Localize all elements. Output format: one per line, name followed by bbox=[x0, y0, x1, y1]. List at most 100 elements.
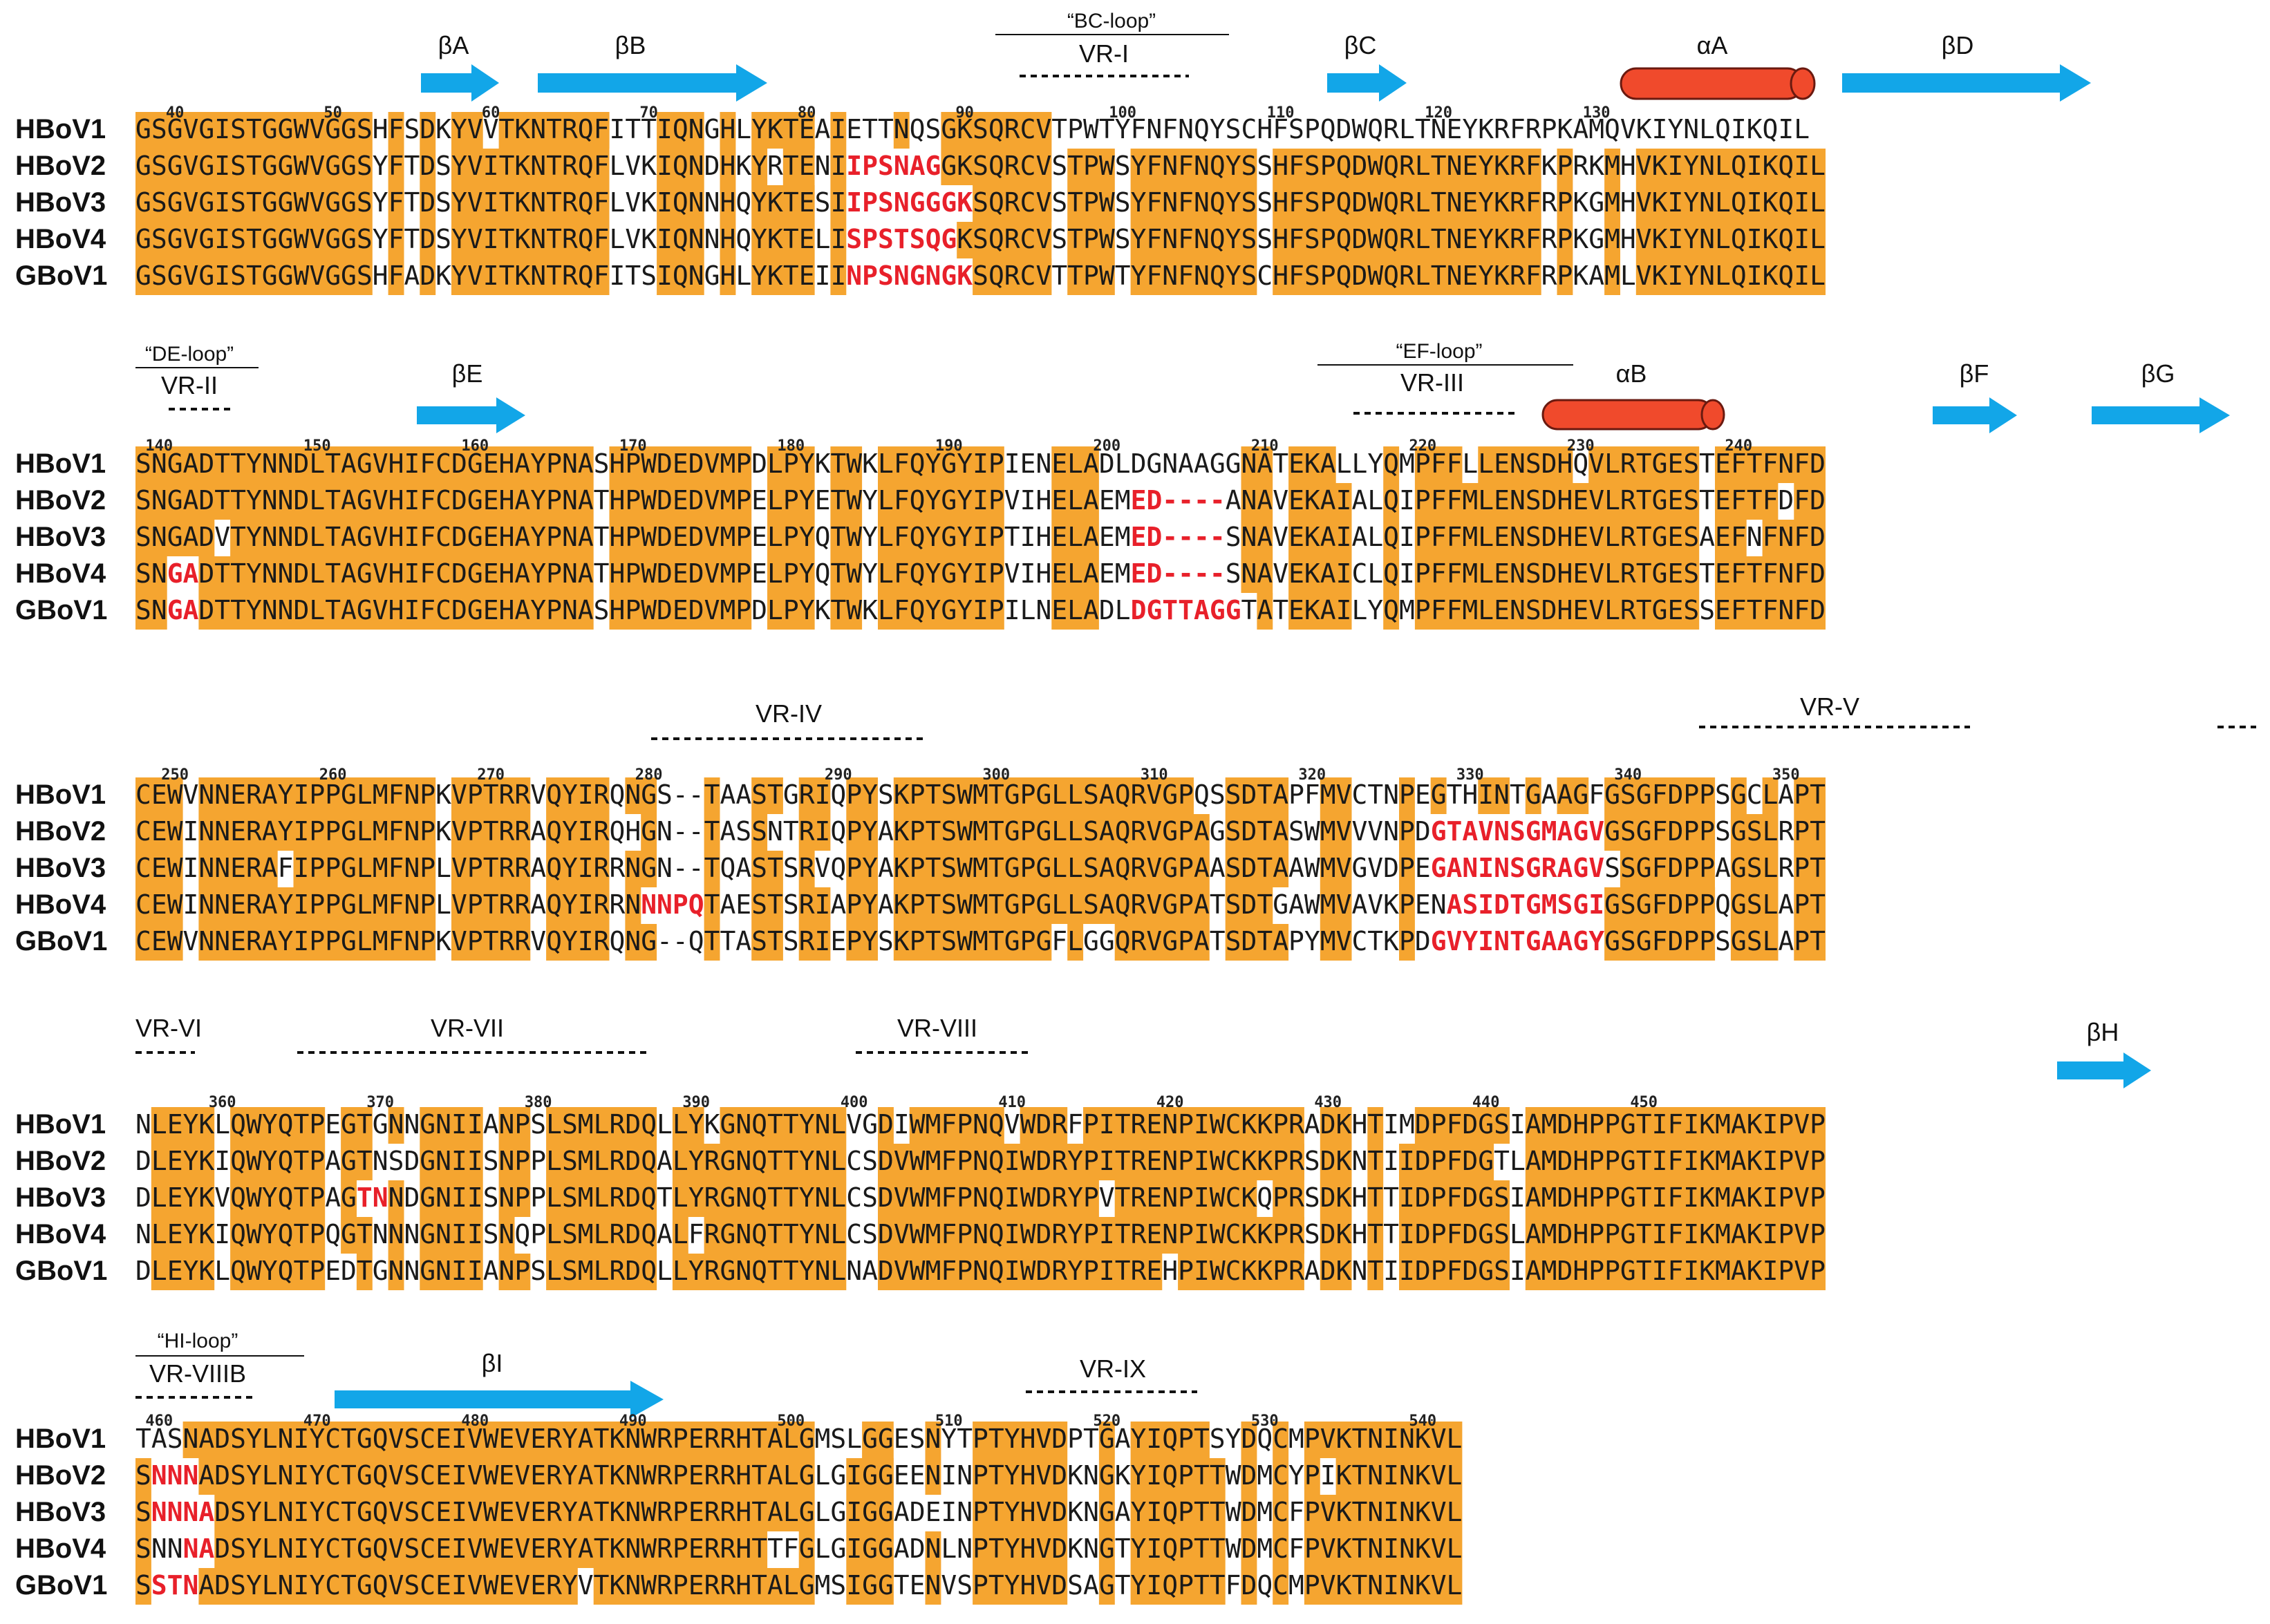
conserved-residue-box bbox=[1320, 851, 1352, 887]
conserved-residue-box bbox=[1730, 851, 1779, 887]
conserved-residue-box bbox=[341, 1144, 373, 1180]
insertion-segment: NNPQ bbox=[641, 889, 704, 920]
sequence-segment: SNAVEKAICLQIPFFMLENSDHEVLRTGESTEFTFNFD bbox=[1226, 558, 1826, 589]
conserved-residue-box bbox=[1367, 1144, 1384, 1180]
conserved-residue-box bbox=[182, 1422, 815, 1458]
conserved-residue-box bbox=[1320, 814, 1352, 851]
conserved-residue-box bbox=[420, 222, 436, 258]
conserved-residue-box bbox=[878, 483, 1004, 520]
conserved-residue-box bbox=[751, 924, 783, 961]
conserved-residue-box bbox=[798, 777, 831, 814]
conserved-residue-box bbox=[1635, 222, 1826, 258]
beta-i-label: βI bbox=[482, 1349, 503, 1377]
sequence-segment: SNN bbox=[135, 1533, 183, 1564]
conserved-residue-box bbox=[704, 1217, 847, 1254]
conserved-residue-box bbox=[1414, 483, 1700, 520]
sequence-segment: GSGVGISTGGWVGGSHFSDKYVVTKNTRQFITTIQNGHLY… bbox=[135, 114, 1810, 144]
sequence-name: HBoV1 bbox=[15, 780, 106, 810]
sequence-name: GBoV1 bbox=[15, 1256, 107, 1286]
conserved-residue-box bbox=[941, 112, 1052, 149]
conserved-residue-box bbox=[751, 814, 768, 851]
conserved-residue-box bbox=[751, 149, 768, 185]
residue-number: 510 bbox=[935, 1413, 963, 1430]
conserved-residue-box bbox=[1051, 593, 1099, 630]
conserved-residue-box bbox=[1320, 1217, 1352, 1254]
conserved-residue-box bbox=[893, 924, 1052, 961]
residue-number: 520 bbox=[1093, 1413, 1120, 1430]
conserved-residue-box bbox=[1225, 887, 1273, 924]
conserved-residue-box bbox=[388, 1254, 404, 1290]
conserved-residue-box bbox=[135, 887, 183, 924]
conserved-residue-box bbox=[878, 556, 1004, 593]
conserved-residue-box bbox=[1320, 924, 1352, 961]
conserved-residue-box bbox=[546, 814, 610, 851]
conserved-residue-box bbox=[1241, 520, 1273, 556]
conserved-residue-box bbox=[1383, 520, 1400, 556]
conserved-residue-box bbox=[388, 112, 404, 149]
conserved-residue-box bbox=[925, 1568, 941, 1605]
conserved-residue-box bbox=[1098, 1495, 1115, 1531]
conserved-residue-box bbox=[135, 1568, 151, 1605]
block5-loop-annotations: “HI-loop” VR-VIIIB VR-IX bbox=[135, 1330, 1197, 1399]
conserved-residue-box bbox=[878, 1180, 1099, 1217]
conserved-residue-box bbox=[198, 556, 594, 593]
beta-h-label: βH bbox=[2087, 1018, 2119, 1046]
sequence-segment: DSYLNIYCTGQVSCEIVWEVERYATKNWRPERRHTTFGLG… bbox=[214, 1533, 1462, 1564]
conserved-residue-box bbox=[230, 1144, 326, 1180]
conserved-residue-box bbox=[672, 1254, 847, 1290]
conserved-residue-box bbox=[135, 924, 183, 961]
conserved-residue-box bbox=[878, 446, 1004, 483]
sequence-segment: SNGADTTYNNDLTAGVHIFCDGEHAYPNATHPWDEDVMPE… bbox=[135, 485, 1131, 516]
conserved-residue-box bbox=[420, 112, 436, 149]
bc-loop-label: “BC-loop” bbox=[1067, 10, 1156, 32]
conserved-residue-box bbox=[135, 1531, 151, 1568]
conserved-residue-box bbox=[767, 593, 815, 630]
conserved-residue-box bbox=[973, 258, 1052, 295]
residue-number: 200 bbox=[1093, 437, 1120, 455]
conserved-residue-box bbox=[1241, 446, 1273, 483]
conserved-residue-box bbox=[1525, 1180, 1826, 1217]
conserved-residue-box bbox=[546, 1144, 657, 1180]
sequence-segment: SN bbox=[135, 595, 167, 625]
conserved-residue-box bbox=[1399, 814, 1415, 851]
conserved-residue-box bbox=[751, 112, 815, 149]
beta-b-arrow bbox=[538, 64, 767, 102]
conserved-residue-box bbox=[135, 556, 167, 593]
insertion-segment: NNNA bbox=[151, 1497, 215, 1527]
conserved-residue-box bbox=[625, 851, 657, 887]
conserved-residue-box bbox=[1273, 222, 1541, 258]
conserved-residue-box bbox=[1273, 1180, 1304, 1217]
sequence-name: HBoV2 bbox=[15, 485, 106, 516]
conserved-residue-box bbox=[1067, 924, 1084, 961]
residue-number: 180 bbox=[777, 437, 805, 455]
sequence-name: HBoV1 bbox=[15, 1424, 106, 1454]
insertion-segment: STN bbox=[151, 1570, 199, 1601]
sequence-segment: SN bbox=[135, 558, 167, 589]
sequence-name: HBoV1 bbox=[15, 1109, 106, 1140]
conserved-residue-box bbox=[451, 149, 610, 185]
insertion-segment: GVYINTGAAGY bbox=[1431, 926, 1605, 956]
conserved-residue-box bbox=[1257, 593, 1273, 630]
conserved-residue-box bbox=[230, 1180, 326, 1217]
residue-number: 290 bbox=[825, 766, 852, 784]
conserved-residue-box bbox=[1525, 1144, 1826, 1180]
conserved-residue-box bbox=[151, 1107, 215, 1144]
conserved-residue-box bbox=[1604, 185, 1620, 222]
conserved-residue-box bbox=[767, 556, 815, 593]
residue-number: 250 bbox=[161, 766, 189, 784]
insertion-segment: DGTTAGG bbox=[1131, 595, 1241, 625]
conserved-residue-box bbox=[1320, 1144, 1352, 1180]
alpha-a-label: αA bbox=[1697, 31, 1728, 59]
conserved-residue-box bbox=[1730, 814, 1779, 851]
sequence-segment: SNGADTTYNNDLTAGVHIFCDGEHAYPNASHPWDEDVMPD… bbox=[135, 449, 1826, 479]
conserved-residue-box bbox=[720, 1107, 847, 1144]
conserved-residue-box bbox=[198, 1458, 815, 1495]
conserved-residue-box bbox=[1067, 258, 1115, 295]
sequence-name: HBoV4 bbox=[15, 1533, 106, 1564]
residue-number: 60 bbox=[482, 104, 500, 122]
vr-v-label: VR-V bbox=[1800, 692, 1859, 721]
beta-g-arrow bbox=[2092, 397, 2230, 433]
conserved-residue-box bbox=[1588, 446, 1700, 483]
conserved-residue-box bbox=[198, 851, 278, 887]
residue-number: 230 bbox=[1567, 437, 1595, 455]
